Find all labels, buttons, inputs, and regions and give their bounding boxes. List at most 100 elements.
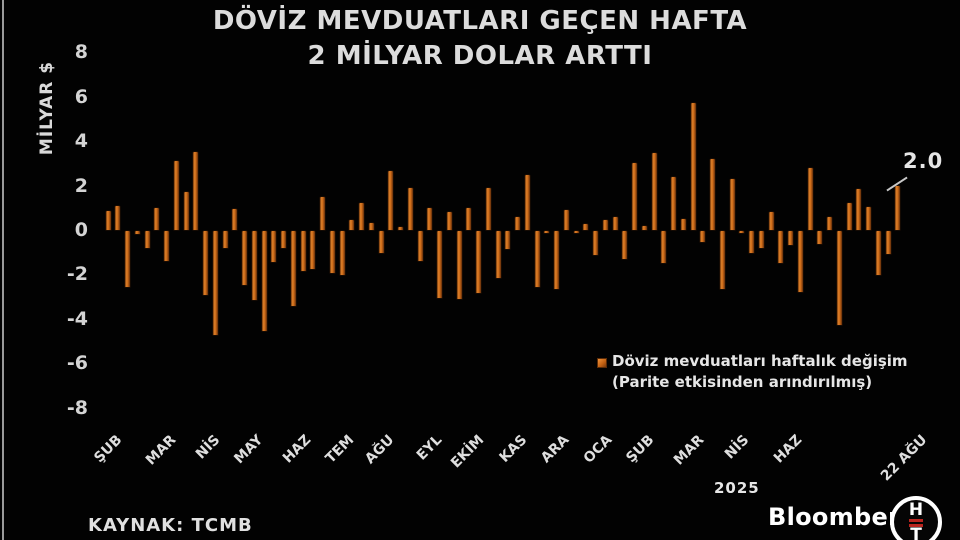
bar bbox=[281, 231, 287, 248]
bar bbox=[661, 231, 667, 264]
bar bbox=[505, 231, 511, 249]
bar bbox=[242, 231, 248, 286]
bloomberg-ht-logo: Bloomberg H T bbox=[768, 496, 942, 540]
bar bbox=[768, 212, 774, 230]
y-tick-label: 2 bbox=[74, 174, 88, 197]
bar bbox=[359, 203, 365, 230]
bar bbox=[427, 207, 433, 230]
bar bbox=[222, 231, 228, 248]
bar bbox=[632, 163, 638, 230]
bar bbox=[271, 231, 277, 263]
bar bbox=[183, 192, 189, 230]
bar bbox=[817, 231, 823, 245]
chart-title-line2: 2 MİLYAR DOLAR ARTTI bbox=[307, 41, 653, 71]
bar bbox=[485, 187, 491, 230]
bar bbox=[212, 231, 218, 336]
bar bbox=[349, 220, 355, 230]
bar bbox=[144, 231, 150, 248]
bar bbox=[154, 207, 160, 230]
y-tick-label: -8 bbox=[66, 396, 88, 419]
bar bbox=[134, 231, 140, 235]
bar bbox=[310, 231, 316, 269]
bar bbox=[690, 103, 696, 230]
frame-left-border bbox=[2, 0, 4, 540]
bar bbox=[115, 205, 121, 230]
bar bbox=[836, 231, 842, 326]
legend-marker-icon bbox=[597, 358, 607, 368]
y-tick-label: -6 bbox=[66, 352, 88, 375]
bar bbox=[875, 231, 881, 276]
bar bbox=[866, 206, 872, 230]
bar bbox=[320, 196, 326, 230]
bar bbox=[622, 231, 628, 259]
bar bbox=[534, 231, 540, 287]
bar bbox=[612, 216, 618, 230]
bar bbox=[807, 167, 813, 230]
bar bbox=[671, 176, 677, 230]
bar bbox=[466, 207, 472, 230]
bar bbox=[544, 231, 550, 234]
bar bbox=[680, 218, 686, 230]
bar bbox=[164, 231, 170, 261]
bar bbox=[300, 231, 306, 271]
bar bbox=[593, 231, 599, 256]
bar bbox=[846, 203, 852, 230]
bar bbox=[573, 231, 579, 234]
y-tick-label: -4 bbox=[66, 307, 88, 330]
legend: Döviz mevduatları haftalık değişim (Pari… bbox=[597, 351, 908, 393]
legend-label-line2: (Parite etkisinden arındırılmış) bbox=[612, 373, 873, 391]
y-tick-label: -2 bbox=[66, 263, 88, 286]
bar bbox=[173, 161, 179, 230]
bar bbox=[203, 231, 209, 296]
bar bbox=[446, 212, 452, 230]
bar bbox=[261, 231, 267, 331]
bar bbox=[583, 224, 589, 230]
bar bbox=[105, 211, 111, 230]
bar bbox=[515, 216, 521, 230]
bar bbox=[476, 231, 482, 294]
chart-title: DÖVİZ MEVDUATLARI GEÇEN HAFTA 2 MİLYAR D… bbox=[0, 4, 960, 74]
ht-badge-icon: H T bbox=[890, 496, 942, 540]
bar bbox=[437, 231, 443, 298]
bar bbox=[797, 231, 803, 293]
bar-plot-area bbox=[105, 103, 901, 336]
bar bbox=[232, 208, 238, 230]
bar bbox=[563, 210, 569, 230]
source-label: KAYNAK: TCMB bbox=[88, 515, 253, 536]
bar bbox=[856, 188, 862, 230]
bar bbox=[827, 216, 833, 230]
bar bbox=[125, 231, 130, 287]
bar bbox=[378, 231, 384, 254]
bar bbox=[524, 174, 530, 230]
y-tick-label: 6 bbox=[74, 85, 88, 108]
bar bbox=[788, 231, 794, 246]
bar bbox=[885, 231, 891, 255]
bar bbox=[456, 231, 462, 299]
bar bbox=[290, 231, 296, 307]
bar bbox=[388, 171, 394, 230]
bar bbox=[495, 231, 501, 278]
bar bbox=[729, 178, 735, 230]
x-axis-year-label: 2025 bbox=[714, 479, 760, 497]
bar bbox=[398, 226, 404, 230]
bar bbox=[251, 231, 257, 300]
legend-label-line1: Döviz mevduatları haftalık değişim bbox=[612, 352, 908, 370]
bar bbox=[749, 231, 755, 254]
chart-title-line1: DÖVİZ MEVDUATLARI GEÇEN HAFTA bbox=[212, 6, 748, 36]
bar bbox=[739, 231, 745, 234]
bar bbox=[651, 153, 657, 230]
bar bbox=[554, 231, 560, 289]
bar bbox=[778, 231, 784, 264]
bar bbox=[895, 185, 901, 230]
bar bbox=[602, 220, 608, 230]
bar bbox=[339, 231, 345, 276]
bar bbox=[329, 231, 335, 274]
bar bbox=[719, 231, 725, 289]
bar bbox=[407, 187, 413, 230]
y-tick-label: 4 bbox=[74, 130, 88, 153]
bar bbox=[710, 158, 716, 230]
last-value-annotation: 2.0 bbox=[903, 149, 944, 173]
y-tick-label: 0 bbox=[74, 219, 88, 241]
bar bbox=[700, 231, 706, 243]
